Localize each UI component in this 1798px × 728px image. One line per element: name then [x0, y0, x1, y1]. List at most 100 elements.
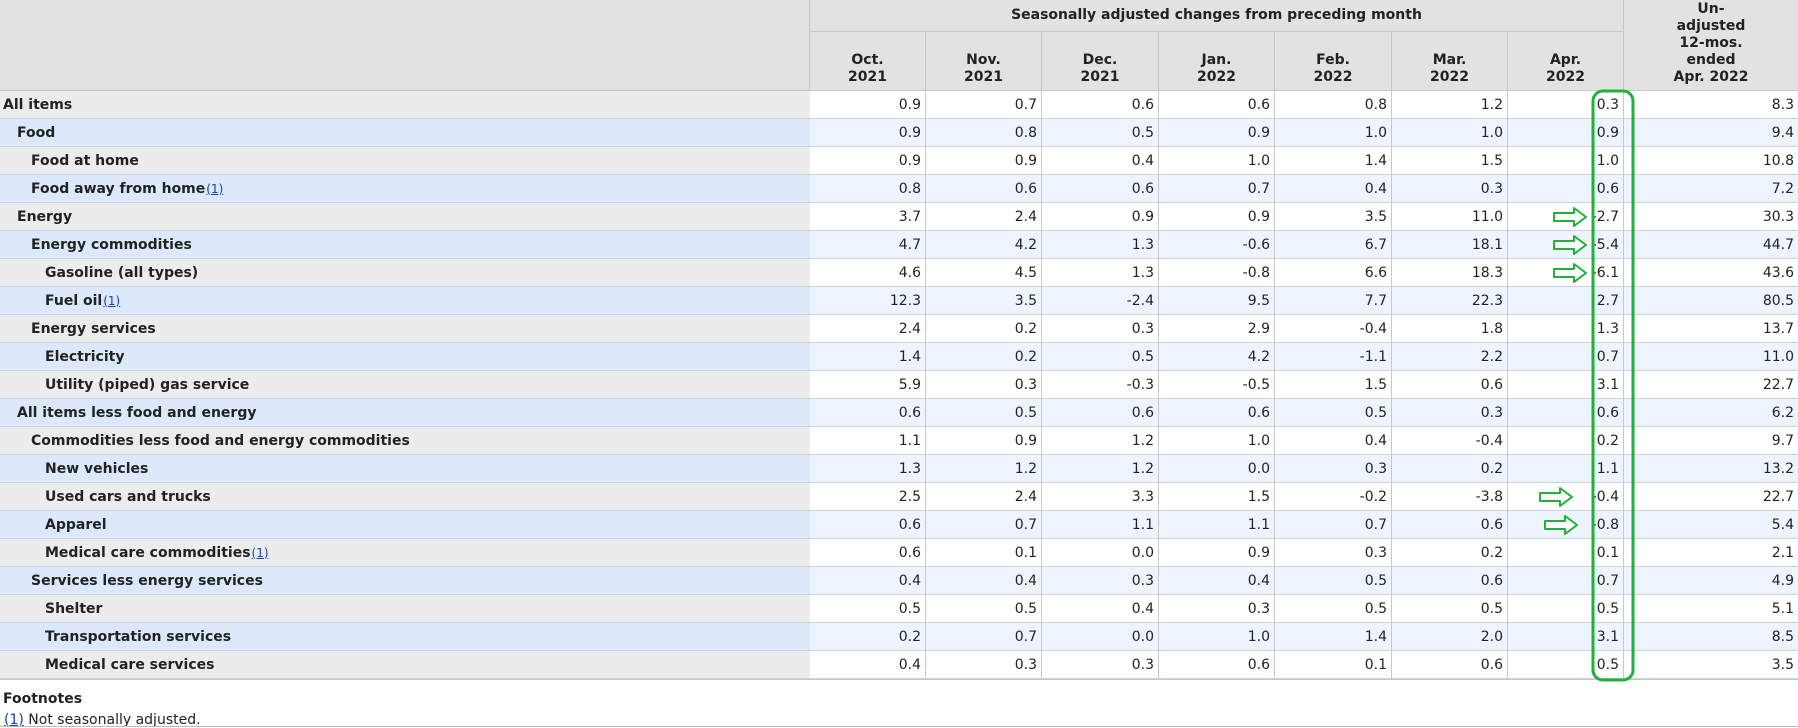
value: 1.0 — [1480, 124, 1503, 141]
footnote-ref[interactable]: (1) — [4, 712, 24, 728]
value-cell: 1.5 — [1159, 483, 1275, 511]
value: -2.7 — [1591, 208, 1619, 225]
value: 0.1 — [1014, 544, 1037, 561]
value-cell: 0.5 — [1508, 651, 1624, 679]
value-cell: 0.7 — [926, 511, 1042, 539]
value: 4.2 — [1247, 348, 1270, 365]
value-cell: -0.8 — [1159, 259, 1275, 287]
row-label: Energy services — [0, 315, 810, 343]
value-cell: 0.2 — [926, 315, 1042, 343]
value: -0.8 — [1591, 516, 1619, 533]
footnote-ref[interactable]: (1) — [251, 545, 269, 560]
column-header-line: 2021 — [848, 69, 887, 85]
value-cell: 0.9 — [1159, 203, 1275, 231]
value-cell: 0.7 — [1508, 343, 1624, 371]
column-header-line: 2022 — [1430, 69, 1469, 85]
value-cell: 30.3 — [1624, 203, 1798, 231]
value-cell: 0.9 — [810, 147, 926, 175]
value-cell: 0.4 — [1042, 147, 1159, 175]
value-cell: -1.1 — [1275, 343, 1392, 371]
group-header-text: Seasonally adjusted changes from precedi… — [1011, 7, 1422, 23]
value-cell: 0.8 — [926, 119, 1042, 147]
value: 2.4 — [1014, 488, 1037, 505]
column-header-line: Jan. — [1201, 52, 1232, 68]
value: 0.7 — [1014, 628, 1037, 645]
value-cell: 0.5 — [1275, 567, 1392, 595]
value-cell: 0.7 — [1275, 511, 1392, 539]
footnote-text: Not seasonally adjusted. — [28, 712, 201, 728]
value: 0.9 — [1596, 124, 1619, 141]
value-cell: -0.4 — [1275, 315, 1392, 343]
column-header: Mar. 2022 — [1392, 32, 1508, 91]
value: 1.4 — [898, 348, 921, 365]
value: 0.7 — [1014, 516, 1037, 533]
column-header-line: Feb. — [1316, 52, 1350, 68]
value: 1.4 — [1364, 152, 1387, 169]
value-cell: 12.3 — [810, 287, 926, 315]
value: 0.5 — [1014, 600, 1037, 617]
value-cell: 1.2 — [926, 455, 1042, 483]
row-label: Medical care services — [0, 651, 810, 679]
value: 2.7 — [1596, 292, 1619, 309]
row-label-text: Gasoline (all types) — [45, 264, 199, 281]
value: 0.8 — [898, 180, 921, 197]
value: 1.5 — [1480, 152, 1503, 169]
value-cell: 0.0 — [1159, 455, 1275, 483]
row-label: Commodities less food and energy commodi… — [0, 427, 810, 455]
value: 0.7 — [1596, 572, 1619, 589]
value-cell: 2.9 — [1159, 315, 1275, 343]
value-cell: 1.3 — [1508, 315, 1624, 343]
value-cell: 0.5 — [810, 595, 926, 623]
value: 2.4 — [898, 320, 921, 337]
value: 9.7 — [1771, 432, 1794, 449]
value-cell: 8.5 — [1624, 623, 1798, 651]
value: 7.2 — [1771, 180, 1794, 197]
value: 0.9 — [1247, 544, 1270, 561]
value-cell: 0.2 — [1392, 455, 1508, 483]
row-label-text: Electricity — [45, 348, 125, 365]
column-header-line: 2022 — [1546, 69, 1585, 85]
value-cell: 4.2 — [926, 231, 1042, 259]
value-cell: 3.3 — [1042, 483, 1159, 511]
value: 1.5 — [1247, 488, 1270, 505]
value-cell: 7.2 — [1624, 175, 1798, 203]
value: -0.4 — [1475, 432, 1503, 449]
value: 0.4 — [1247, 572, 1270, 589]
value: 1.3 — [1131, 264, 1154, 281]
footnote-ref[interactable]: (1) — [103, 293, 121, 308]
row-label: Food away from home (1) — [0, 175, 810, 203]
value: 0.1 — [1364, 656, 1387, 673]
value: 0.0 — [1131, 628, 1154, 645]
value: 0.5 — [1364, 600, 1387, 617]
value: -3.8 — [1475, 488, 1503, 505]
row-label-text: Medical care commodities — [45, 544, 251, 561]
value: 5.1 — [1771, 600, 1794, 617]
row-label: New vehicles — [0, 455, 810, 483]
value-cell: 0.5 — [1392, 595, 1508, 623]
value: 9.5 — [1247, 292, 1270, 309]
table-bottom-border — [0, 679, 1798, 680]
value: 0.6 — [1480, 376, 1503, 393]
column-header: Dec. 2021 — [1042, 32, 1159, 91]
column-header-line: Nov. — [966, 52, 1001, 68]
value-cell: 0.2 — [1392, 539, 1508, 567]
value-cell: 1.3 — [810, 455, 926, 483]
value-cell: 1.0 — [1392, 119, 1508, 147]
column-header-line: 2021 — [1080, 69, 1120, 85]
footnote-ref[interactable]: (1) — [206, 181, 224, 196]
value-cell: 0.1 — [926, 539, 1042, 567]
value-cell: 1.5 — [1392, 147, 1508, 175]
row-label: All items less food and energy — [0, 399, 810, 427]
value: -0.4 — [1591, 488, 1619, 505]
value: 0.4 — [898, 656, 921, 673]
value: 0.6 — [1131, 96, 1154, 113]
column-header: Nov. 2021 — [926, 32, 1042, 91]
value: 0.4 — [1364, 432, 1387, 449]
value: 0.5 — [1596, 656, 1619, 673]
value: 13.7 — [1762, 320, 1794, 337]
value-cell: 0.3 — [1275, 455, 1392, 483]
column-header-line: 12-mos. — [1679, 35, 1743, 51]
value: 4.9 — [1771, 572, 1794, 589]
value: 3.7 — [898, 208, 921, 225]
